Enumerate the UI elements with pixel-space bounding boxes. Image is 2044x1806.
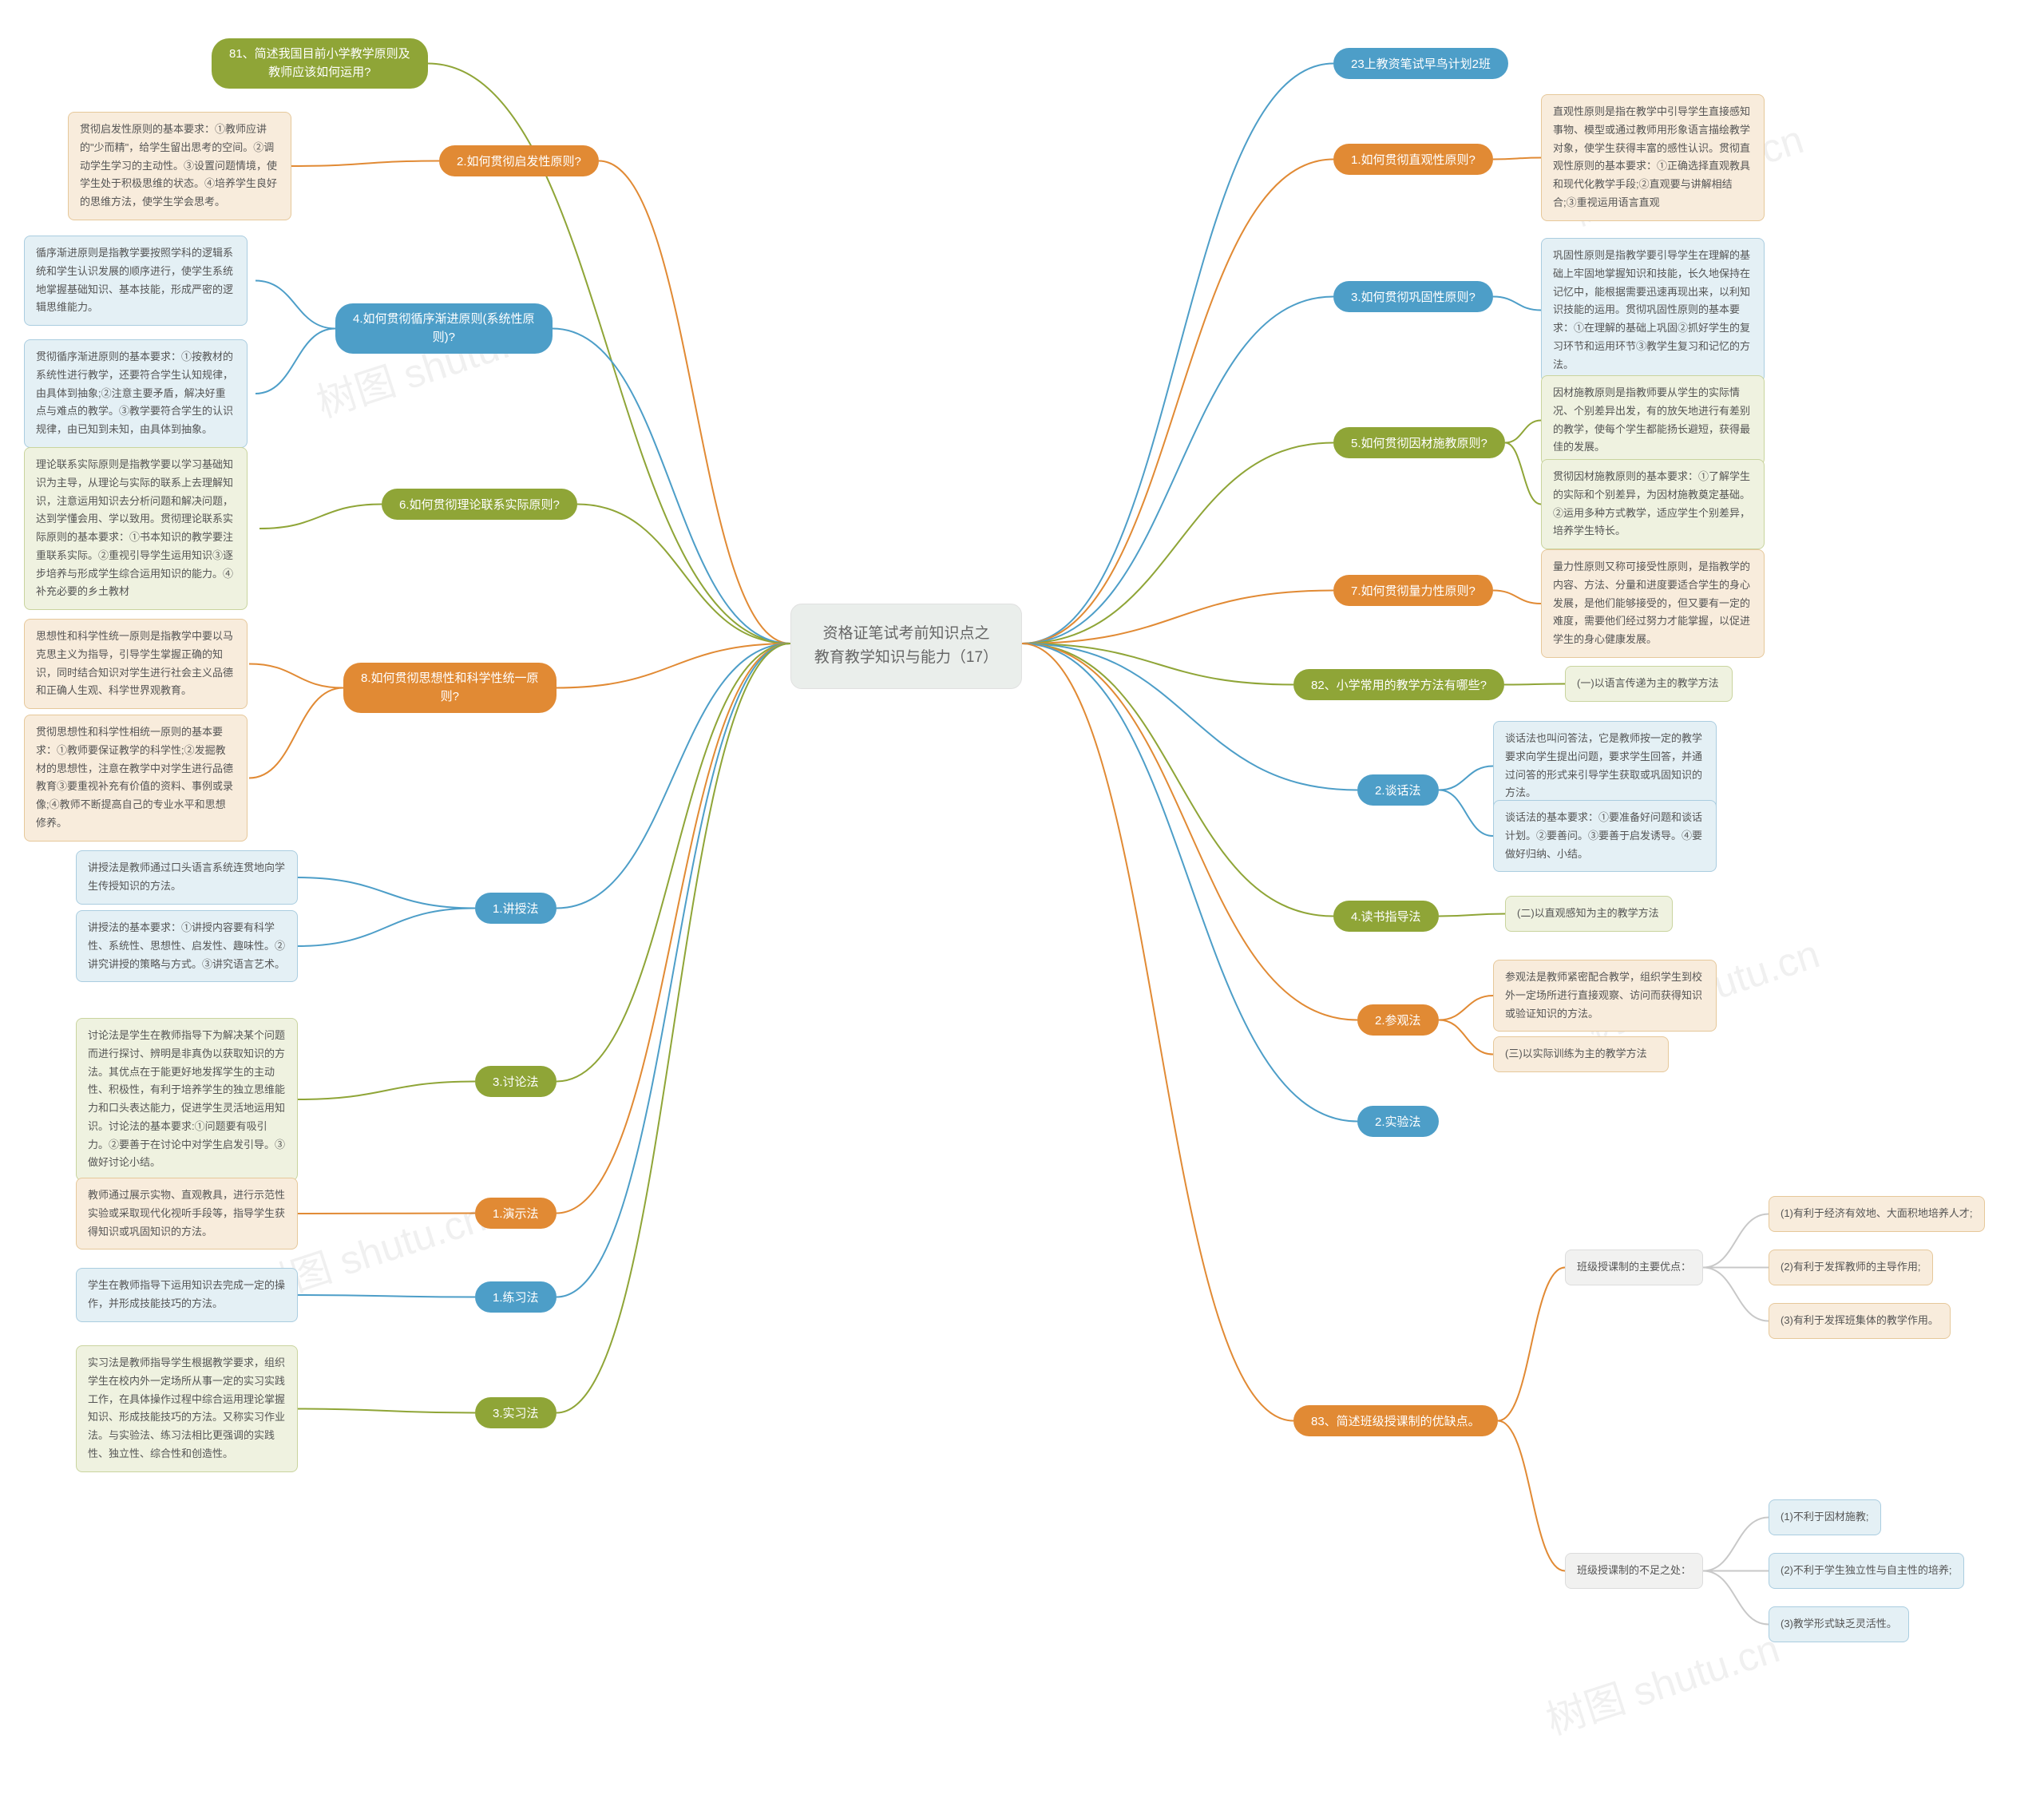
center-topic[interactable]: 资格证笔试考前知识点之教育教学知识与能力（17） <box>790 604 1022 689</box>
branch-label: 81、简述我国目前小学教学原则及 <box>229 46 410 64</box>
r83-disadvantages: 班级授课制的不足之处： <box>1565 1553 1703 1589</box>
leaf: 量力性原则又称可接受性原则，是指教学的内容、方法、分量和进度要适合学生的身心发展… <box>1541 549 1765 658</box>
leaf: 参观法是教师紧密配合教学，组织学生到校外一定场所进行直接观察、访问而获得知识或验… <box>1493 960 1717 1032</box>
leaf: 直观性原则是指在教学中引导学生直接感知事物、模型或通过教师用形象语言描绘教学对象… <box>1541 94 1765 221</box>
branch-bm3[interactable]: 3.讨论法 <box>475 1066 557 1097</box>
branch-b6[interactable]: 6.如何贯彻理论联系实际原则? <box>382 489 577 520</box>
center-line: 资格证笔试考前知识点之 <box>810 622 1002 646</box>
branch-b2[interactable]: 2.如何贯彻启发性原则? <box>439 145 599 176</box>
leaf: 实习法是教师指导学生根据教学要求，组织学生在校内外一定场所从事一定的实习实践工作… <box>76 1345 298 1472</box>
leaf: (一)以语言传递为主的教学方法 <box>1565 666 1733 702</box>
branch-r7[interactable]: 7.如何贯彻量力性原则? <box>1333 575 1493 606</box>
branch-bm1[interactable]: 1.讲授法 <box>475 893 557 924</box>
branch-bm5[interactable]: 1.演示法 <box>475 1198 557 1229</box>
branch-r83[interactable]: 83、简述班级授课制的优缺点。 <box>1293 1405 1498 1436</box>
branch-rm2c[interactable]: 2.实验法 <box>1357 1106 1439 1137</box>
leaf: 讨论法是学生在教师指导下为解决某个问题而进行探讨、辨明是非真伪以获取知识的方法。… <box>76 1018 298 1181</box>
r83-item: (1)不利于因材施教; <box>1769 1499 1881 1535</box>
leaf: 循序渐进原则是指教学要按照学科的逻辑系统和学生认识发展的顺序进行，使学生系统地掌… <box>24 236 248 326</box>
branch-r1[interactable]: 1.如何贯彻直观性原则? <box>1333 144 1493 175</box>
leaf: (三)以实际训练为主的教学方法 <box>1493 1036 1669 1072</box>
leaf: 理论联系实际原则是指教学要以学习基础知识为主导，从理论与实际的联系上去理解知识，… <box>24 447 248 610</box>
r83-advantages: 班级授课制的主要优点： <box>1565 1250 1703 1285</box>
r83-item: (3)教学形式缺乏灵活性。 <box>1769 1606 1909 1642</box>
branch-r3[interactable]: 3.如何贯彻巩固性原则? <box>1333 281 1493 312</box>
leaf: 巩固性原则是指教学要引导学生在理解的基础上牢固地掌握知识和技能，长久地保持在记忆… <box>1541 238 1765 382</box>
r83-item: (1)有利于经济有效地、大面积地培养人才; <box>1769 1196 1985 1232</box>
branch-b81[interactable]: 81、简述我国目前小学教学原则及教师应该如何运用? <box>212 38 428 89</box>
branch-label: 8.如何贯彻思想性和科学性统一原 <box>361 670 539 688</box>
leaf: 谈话法也叫问答法，它是教师按一定的教学要求向学生提出问题，要求学生回答，并通过问… <box>1493 721 1717 811</box>
branch-r0[interactable]: 23上教资笔试早鸟计划2班 <box>1333 48 1508 79</box>
branch-rm4[interactable]: 4.读书指导法 <box>1333 901 1439 932</box>
leaf: 思想性和科学性统一原则是指教学中要以马克思主义为指导，引导学生掌握正确的知识，同… <box>24 619 248 709</box>
branch-rm2[interactable]: 2.谈话法 <box>1357 774 1439 806</box>
center-line: 教育教学知识与能力（17） <box>810 646 1002 670</box>
leaf: 贯彻思想性和科学性相统一原则的基本要求：①教师要保证教学的科学性;②发掘教材的思… <box>24 715 248 842</box>
branch-bm6[interactable]: 1.练习法 <box>475 1281 557 1313</box>
r83-item: (2)不利于学生独立性与自主性的培养; <box>1769 1553 1964 1589</box>
branch-b8[interactable]: 8.如何贯彻思想性和科学性统一原则? <box>343 663 557 713</box>
leaf: 谈话法的基本要求：①要准备好问题和谈话计划。②要善问。③要善于启发诱导。④要做好… <box>1493 800 1717 872</box>
leaf: 讲授法的基本要求：①讲授内容要有科学性、系统性、思想性、启发性、趣味性。②讲究讲… <box>76 910 298 982</box>
branch-rm2b[interactable]: 2.参观法 <box>1357 1004 1439 1036</box>
leaf: 贯彻因材施教原则的基本要求：①了解学生的实际和个别差异，为因材施教奠定基础。②运… <box>1541 459 1765 549</box>
branch-r82[interactable]: 82、小学常用的教学方法有哪些? <box>1293 669 1504 700</box>
branch-bm7[interactable]: 3.实习法 <box>475 1397 557 1428</box>
leaf: 教师通过展示实物、直观教具，进行示范性实验或采取现代化视听手段等，指导学生获得知… <box>76 1178 298 1250</box>
branch-b4[interactable]: 4.如何贯彻循序渐进原则(系统性原则)? <box>335 303 553 354</box>
branch-label: 教师应该如何运用? <box>229 64 410 82</box>
leaf: 贯彻启发性原则的基本要求：①教师应讲的"少而精"，给学生留出思考的空间。②调动学… <box>68 112 291 220</box>
r83-item: (2)有利于发挥教师的主导作用; <box>1769 1250 1933 1285</box>
leaf: 贯彻循序渐进原则的基本要求：①按教材的系统性进行教学，还要符合学生认知规律，由具… <box>24 339 248 448</box>
leaf: 学生在教师指导下运用知识去完成一定的操作，并形成技能技巧的方法。 <box>76 1268 298 1322</box>
r83-item: (3)有利于发挥班集体的教学作用。 <box>1769 1303 1951 1339</box>
branch-label: 4.如何贯彻循序渐进原则(系统性原 <box>353 311 535 329</box>
branch-label: 则? <box>361 688 539 707</box>
branch-r5[interactable]: 5.如何贯彻因材施教原则? <box>1333 427 1505 458</box>
leaf: (二)以直观感知为主的教学方法 <box>1505 896 1673 932</box>
leaf: 讲授法是教师通过口头语言系统连贯地向学生传授知识的方法。 <box>76 850 298 905</box>
leaf: 因材施教原则是指教师要从学生的实际情况、个别差异出发，有的放矢地进行有差别的教学… <box>1541 375 1765 465</box>
branch-label: 则)? <box>353 329 535 347</box>
